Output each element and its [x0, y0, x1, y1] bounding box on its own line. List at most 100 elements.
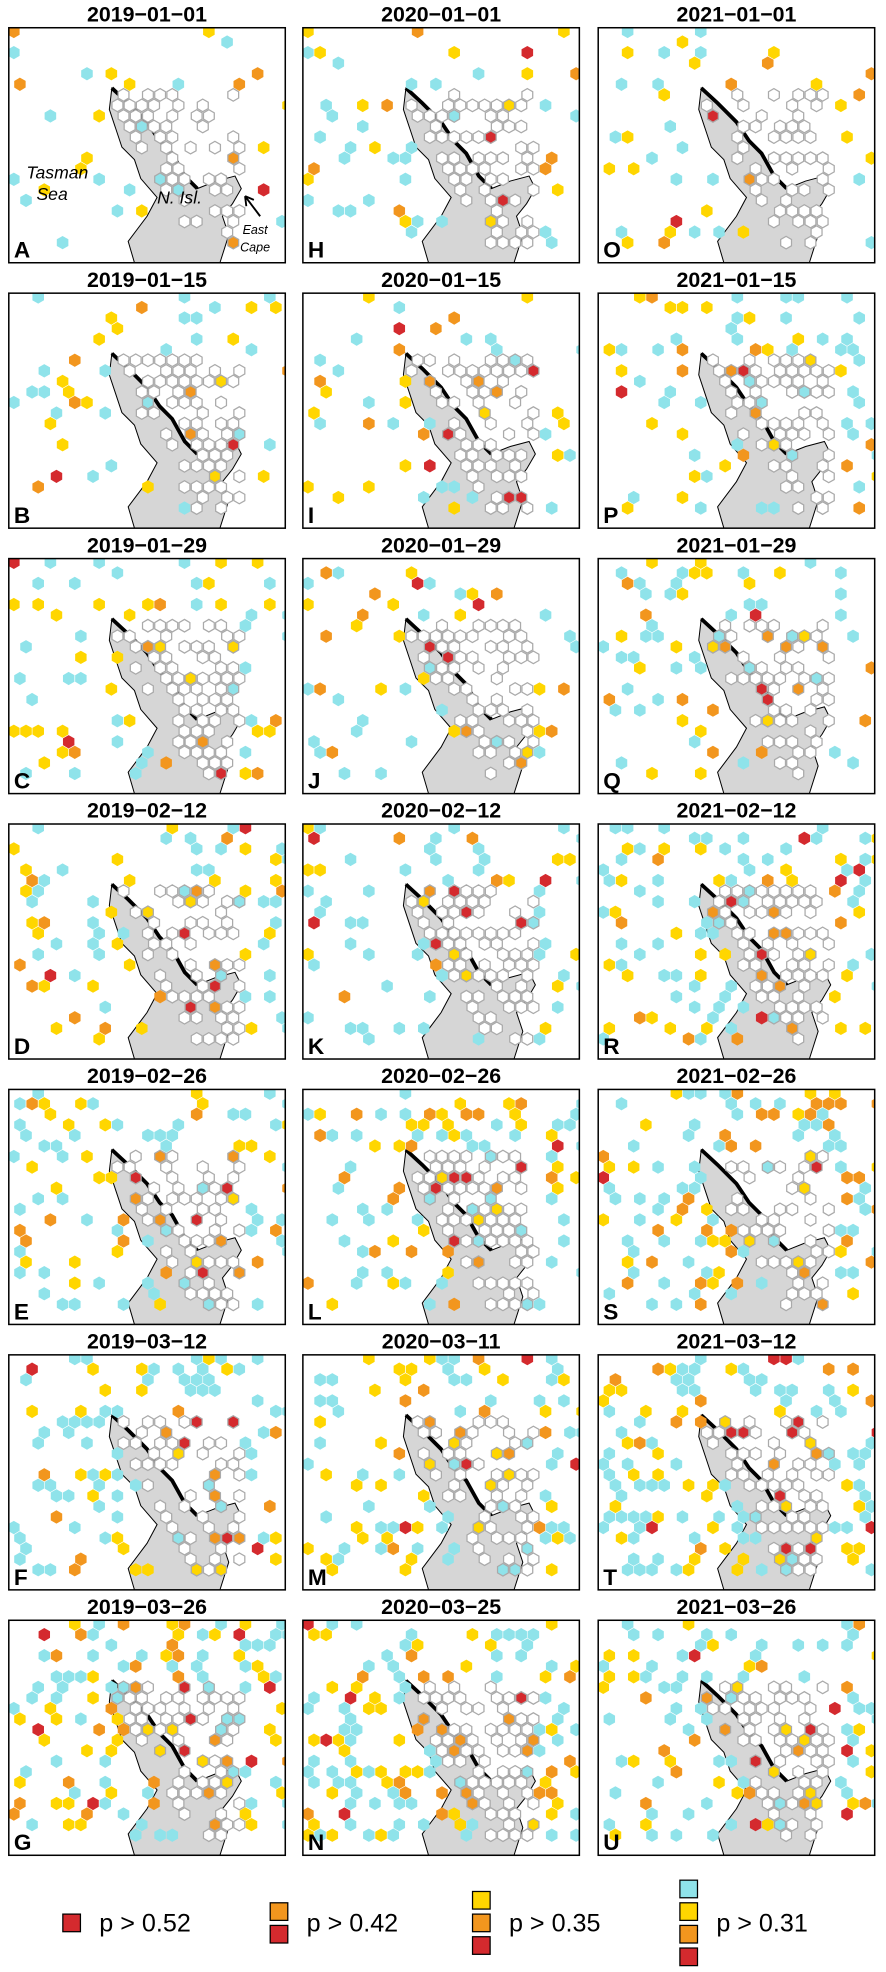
hex-cell: [111, 1118, 124, 1132]
hex-cell: [264, 1638, 276, 1652]
hex-cell: [441, 894, 455, 909]
hex-cell: [551, 1712, 564, 1726]
hex-cell: [484, 1212, 497, 1227]
hex-cell: [454, 182, 467, 197]
hex-cell: [32, 947, 44, 962]
hex-cell: [166, 1255, 179, 1270]
hex-cell: [357, 1244, 369, 1259]
hex-cell: [865, 438, 875, 452]
hex-cell: [448, 130, 461, 145]
hex-cell: [105, 459, 118, 473]
hex-cell: [835, 1404, 847, 1419]
hex-cell: [478, 1796, 491, 1811]
hex-cell: [264, 990, 276, 1004]
hex-cell: [399, 151, 412, 165]
hex-cell: [496, 501, 509, 516]
hex-cell: [773, 119, 787, 134]
hex-cell: [62, 1425, 75, 1440]
hex-cell: [68, 1011, 81, 1025]
hex-cell: [521, 151, 534, 166]
hex-cell: [737, 894, 750, 909]
hex-cell: [93, 1478, 105, 1492]
hex-cell: [190, 1010, 203, 1025]
hex-cell: [44, 1701, 57, 1716]
panel-frame: [302, 557, 581, 795]
hex-cell: [215, 660, 228, 675]
hex-cell: [609, 1373, 622, 1387]
hex-cell: [731, 1563, 744, 1577]
hex-cell: [621, 235, 634, 250]
hex-cell: [111, 650, 124, 665]
hex-cell: [154, 1722, 167, 1737]
hex-cell: [598, 1680, 610, 1695]
map-content: [603, 293, 875, 529]
hex-cell: [282, 1756, 286, 1767]
hex-cell: [221, 1690, 234, 1705]
hex-cell: [141, 374, 154, 389]
hex-cell: [761, 1223, 774, 1238]
hex-cell: [251, 724, 264, 738]
hex-cell: [786, 1021, 799, 1036]
hex-cell: [154, 1743, 167, 1758]
hex-cell: [178, 1785, 191, 1800]
hex-cell: [332, 1552, 345, 1566]
hex-cell: [68, 1563, 81, 1577]
hex-cell: [652, 1627, 664, 1642]
panel-letter: C: [14, 769, 30, 794]
hex-cell: [676, 35, 689, 49]
panel-frame: [597, 1088, 876, 1326]
hex-cell: [829, 990, 841, 1004]
hex-cell: [215, 926, 228, 941]
hex-cell: [786, 1552, 799, 1567]
hex-cell: [302, 45, 314, 60]
hex-cell: [652, 1552, 664, 1566]
hex-cell: [172, 77, 185, 91]
hex-cell: [713, 225, 725, 239]
hex-cell: [196, 755, 209, 770]
hex-cell: [761, 1467, 774, 1482]
hex-cell: [527, 363, 540, 378]
hex-cell: [375, 1701, 387, 1716]
map-panel: 2020−03−11M: [302, 1330, 581, 1591]
hex-cell: [737, 1670, 750, 1684]
hex-cell: [798, 1775, 811, 1790]
hex-cell: [527, 1286, 540, 1301]
hex-cell: [136, 204, 148, 218]
hex-cell: [780, 905, 793, 920]
hex-cell: [135, 406, 148, 421]
hex-cell: [810, 406, 823, 421]
hex-cell: [239, 1107, 252, 1121]
hex-cell: [822, 671, 835, 686]
hex-cell: [178, 682, 191, 697]
hex-cell: [196, 119, 209, 134]
hex-cell: [694, 27, 707, 39]
hex-cell: [810, 1817, 823, 1832]
hex-cell: [14, 1531, 26, 1545]
hex-cell: [257, 1425, 270, 1440]
hex-cell: [338, 990, 351, 1004]
hex-cell: [314, 1128, 326, 1143]
hex-cell: [178, 1414, 191, 1429]
hex-cell: [251, 766, 264, 781]
hex-cell: [515, 1244, 528, 1259]
hex-cell: [417, 937, 430, 951]
hex-cell: [539, 1691, 552, 1705]
hex-cell: [227, 1149, 240, 1164]
hex-cell: [202, 1680, 215, 1695]
hex-cell: [393, 300, 406, 315]
hex-cell: [208, 979, 222, 994]
hex-cell: [688, 1000, 701, 1014]
hex-cell: [123, 1690, 136, 1705]
hex-cell: [190, 1089, 203, 1100]
legend-swatch: [679, 1924, 699, 1944]
hex-cell: [484, 1010, 497, 1025]
hex-cell: [853, 1620, 866, 1631]
hex-cell: [454, 161, 467, 176]
hex-cell: [202, 766, 215, 781]
hex-cell: [725, 1021, 737, 1036]
hex-cell: [251, 558, 264, 570]
hex-cell: [233, 1509, 246, 1524]
hex-cell: [111, 1404, 124, 1419]
hex-cell: [460, 1457, 473, 1472]
hex-cell: [768, 1354, 780, 1366]
